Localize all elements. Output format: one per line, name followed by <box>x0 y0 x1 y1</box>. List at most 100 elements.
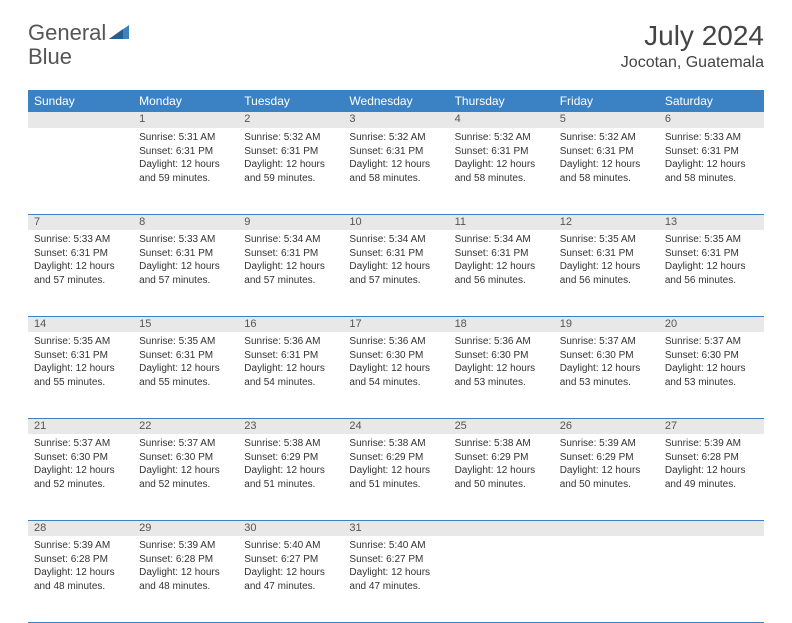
sunrise-text: Sunrise: 5:35 AM <box>665 233 758 247</box>
day1-text: Daylight: 12 hours <box>560 464 653 478</box>
sunset-text: Sunset: 6:31 PM <box>560 247 653 261</box>
day-cell: Sunrise: 5:38 AMSunset: 6:29 PMDaylight:… <box>449 434 554 520</box>
day2-text: and 54 minutes. <box>349 376 442 390</box>
day-cell: Sunrise: 5:35 AMSunset: 6:31 PMDaylight:… <box>28 332 133 418</box>
day-cell: Sunrise: 5:34 AMSunset: 6:31 PMDaylight:… <box>343 230 448 316</box>
day1-text: Daylight: 12 hours <box>244 362 337 376</box>
sunset-text: Sunset: 6:31 PM <box>455 145 548 159</box>
day-cell: Sunrise: 5:39 AMSunset: 6:28 PMDaylight:… <box>28 536 133 622</box>
sunrise-text: Sunrise: 5:33 AM <box>139 233 232 247</box>
day2-text: and 53 minutes. <box>665 376 758 390</box>
brand-triangle-icon <box>109 23 129 44</box>
sunset-text: Sunset: 6:31 PM <box>244 349 337 363</box>
sunrise-text: Sunrise: 5:37 AM <box>665 335 758 349</box>
sunrise-text: Sunrise: 5:36 AM <box>244 335 337 349</box>
day-number: 6 <box>659 112 764 128</box>
day2-text: and 54 minutes. <box>244 376 337 390</box>
day2-text: and 52 minutes. <box>34 478 127 492</box>
sunset-text: Sunset: 6:27 PM <box>244 553 337 567</box>
daynum-row: 123456 <box>28 112 764 128</box>
sunrise-text: Sunrise: 5:37 AM <box>34 437 127 451</box>
day2-text: and 59 minutes. <box>139 172 232 186</box>
day-number: 12 <box>554 214 659 230</box>
sunrise-text: Sunrise: 5:33 AM <box>34 233 127 247</box>
day-cell: Sunrise: 5:37 AMSunset: 6:30 PMDaylight:… <box>659 332 764 418</box>
sunrise-text: Sunrise: 5:32 AM <box>560 131 653 145</box>
day-cell: Sunrise: 5:32 AMSunset: 6:31 PMDaylight:… <box>238 128 343 214</box>
day-number: 13 <box>659 214 764 230</box>
day-number: 31 <box>343 520 448 536</box>
day1-text: Daylight: 12 hours <box>560 260 653 274</box>
day-cell: Sunrise: 5:37 AMSunset: 6:30 PMDaylight:… <box>133 434 238 520</box>
day-number: 10 <box>343 214 448 230</box>
day-header-row: Sunday Monday Tuesday Wednesday Thursday… <box>28 90 764 112</box>
sunset-text: Sunset: 6:30 PM <box>560 349 653 363</box>
sunset-text: Sunset: 6:31 PM <box>455 247 548 261</box>
day-number: 15 <box>133 316 238 332</box>
day1-text: Daylight: 12 hours <box>244 464 337 478</box>
content-row: Sunrise: 5:37 AMSunset: 6:30 PM Daylight:… <box>28 434 764 520</box>
sunset-text: Sunset: 6:31 PM <box>244 247 337 261</box>
day2-text: and 57 minutes. <box>139 274 232 288</box>
day-number: 17 <box>343 316 448 332</box>
day-header: Thursday <box>449 90 554 112</box>
day1-text: Daylight: 12 hours <box>665 260 758 274</box>
day-cell: Sunrise: 5:36 AMSunset: 6:31 PMDaylight:… <box>238 332 343 418</box>
sunset-text: Sunset: 6:30 PM <box>665 349 758 363</box>
sunrise-text: Sunrise: 5:39 AM <box>665 437 758 451</box>
day-cell <box>28 128 133 214</box>
day1-text: Daylight: 12 hours <box>455 260 548 274</box>
sunset-text: Sunset: 6:30 PM <box>34 451 127 465</box>
day-number: 20 <box>659 316 764 332</box>
day1-text: Daylight: 12 hours <box>139 260 232 274</box>
daynum-row: 21222324252627 <box>28 418 764 434</box>
header: General July 2024 Jocotan, Guatemala <box>28 20 764 72</box>
day2-text: and 50 minutes. <box>455 478 548 492</box>
day-number: 19 <box>554 316 659 332</box>
sunrise-text: Sunrise: 5:35 AM <box>139 335 232 349</box>
day-number: 25 <box>449 418 554 434</box>
sunrise-text: Sunrise: 5:40 AM <box>244 539 337 553</box>
sunset-text: Sunset: 6:31 PM <box>139 247 232 261</box>
day1-text: Daylight: 12 hours <box>455 464 548 478</box>
day1-text: Daylight: 12 hours <box>349 464 442 478</box>
day2-text: and 49 minutes. <box>665 478 758 492</box>
sunrise-text: Sunrise: 5:34 AM <box>455 233 548 247</box>
sunrise-text: Sunrise: 5:38 AM <box>244 437 337 451</box>
day-number: 2 <box>238 112 343 128</box>
day-number: 1 <box>133 112 238 128</box>
day1-text: Daylight: 12 hours <box>139 566 232 580</box>
sunset-text: Sunset: 6:29 PM <box>349 451 442 465</box>
sunrise-text: Sunrise: 5:38 AM <box>455 437 548 451</box>
sunset-text: Sunset: 6:31 PM <box>139 145 232 159</box>
sunrise-text: Sunrise: 5:39 AM <box>34 539 127 553</box>
day1-text: Daylight: 12 hours <box>349 158 442 172</box>
sunset-text: Sunset: 6:31 PM <box>244 145 337 159</box>
day-number: 16 <box>238 316 343 332</box>
sunset-text: Sunset: 6:28 PM <box>34 553 127 567</box>
day-number: 26 <box>554 418 659 434</box>
location: Jocotan, Guatemala <box>621 54 764 72</box>
day2-text: and 59 minutes. <box>244 172 337 186</box>
day-cell: Sunrise: 5:36 AMSunset: 6:30 PMDaylight:… <box>343 332 448 418</box>
sunrise-text: Sunrise: 5:34 AM <box>244 233 337 247</box>
day-number: 8 <box>133 214 238 230</box>
day2-text: and 48 minutes. <box>139 580 232 594</box>
sunrise-text: Sunrise: 5:38 AM <box>349 437 442 451</box>
day-cell: Sunrise: 5:37 AMSunset: 6:30 PMDaylight:… <box>28 434 133 520</box>
day2-text: and 51 minutes. <box>349 478 442 492</box>
sunset-text: Sunset: 6:29 PM <box>560 451 653 465</box>
day-header: Tuesday <box>238 90 343 112</box>
day-number: 4 <box>449 112 554 128</box>
sunset-text: Sunset: 6:31 PM <box>34 349 127 363</box>
sunrise-text: Sunrise: 5:35 AM <box>34 335 127 349</box>
day2-text: and 53 minutes. <box>560 376 653 390</box>
day1-text: Daylight: 12 hours <box>139 158 232 172</box>
day-number <box>554 520 659 536</box>
sunrise-text: Sunrise: 5:31 AM <box>139 131 232 145</box>
day-cell: Sunrise: 5:32 AMSunset: 6:31 PMDaylight:… <box>343 128 448 214</box>
day2-text: and 58 minutes. <box>349 172 442 186</box>
day-cell: Sunrise: 5:39 AMSunset: 6:28 PMDaylight:… <box>133 536 238 622</box>
day2-text: and 55 minutes. <box>139 376 232 390</box>
day2-text: and 47 minutes. <box>244 580 337 594</box>
